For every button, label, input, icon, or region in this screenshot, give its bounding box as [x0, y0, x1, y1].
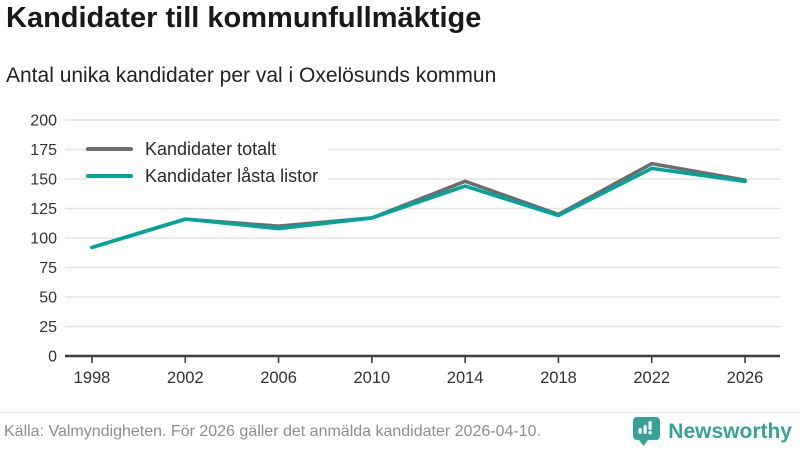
legend-swatch-locked-lists — [86, 174, 133, 178]
chart-area: 0 25 50 75 100 125 150 175 200 1998 2002 2006 2010 20… — [0, 100, 800, 412]
x-tick-label: 1998 — [74, 369, 111, 387]
brand-name: Newsworthy — [668, 419, 792, 443]
legend-label-total: Kandidater totalt — [145, 138, 277, 159]
x-tick-label: 2006 — [260, 369, 297, 387]
source-note: Källa: Valmyndigheten. För 2026 gäller d… — [4, 422, 541, 440]
newsworthy-brand: Newsworthy — [633, 417, 792, 446]
y-tick-label: 75 — [39, 260, 57, 277]
legend-item-locked-lists: Kandidater låsta listor — [86, 163, 329, 189]
legend-swatch-total — [86, 147, 133, 151]
y-tick-label: 50 — [39, 289, 57, 306]
newsworthy-logo-icon — [633, 417, 661, 446]
chart-legend: Kandidater totalt Kandidater låsta listo… — [86, 136, 329, 189]
y-tick-label: 0 — [48, 348, 57, 365]
footer: Källa: Valmyndigheten. För 2026 gäller d… — [0, 412, 800, 450]
legend-label-locked-lists: Kandidater låsta listor — [145, 165, 319, 186]
chart-title: Kandidater till kommunfullmäktige — [6, 2, 482, 34]
x-tick-label: 2002 — [167, 369, 204, 387]
y-tick-label: 200 — [30, 112, 57, 129]
chart-subtitle: Antal unika kandidater per val i Oxelösu… — [6, 64, 497, 87]
y-tick-label: 150 — [30, 171, 57, 188]
x-tick-label: 2018 — [540, 369, 577, 387]
x-tick-label: 2022 — [633, 369, 670, 387]
legend-item-total: Kandidater totalt — [86, 136, 329, 162]
x-tick-label: 2014 — [447, 369, 484, 387]
y-tick-label: 25 — [39, 319, 57, 336]
x-tick-label: 2026 — [727, 369, 764, 387]
y-tick-label: 175 — [30, 142, 57, 159]
x-tick-label: 2010 — [353, 369, 390, 387]
y-tick-label: 125 — [30, 201, 57, 218]
y-tick-label: 100 — [30, 230, 57, 247]
series-line-1 — [90, 166, 747, 250]
